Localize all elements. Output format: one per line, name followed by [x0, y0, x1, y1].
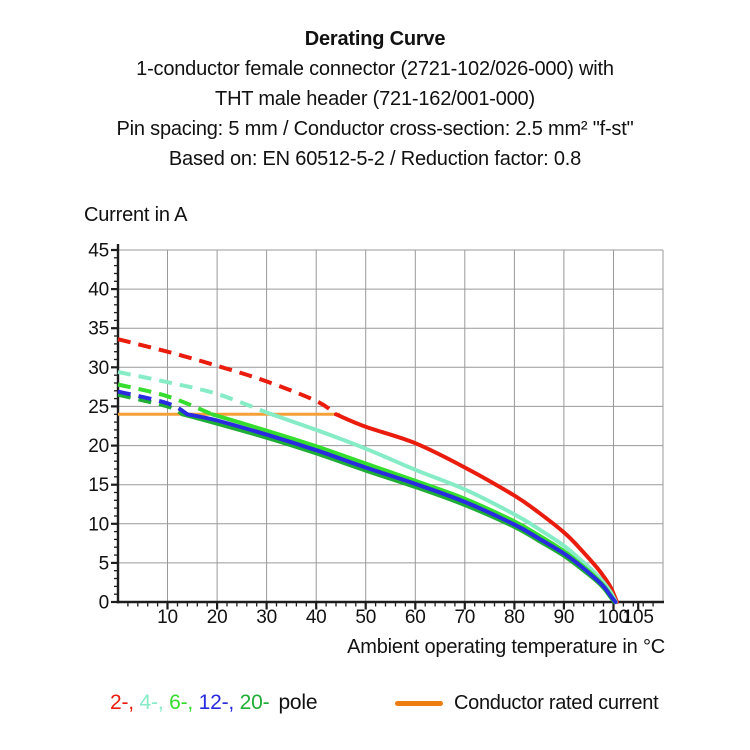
subtitle-specs: Pin spacing: 5 mm / Conductor cross-sect… [116, 118, 634, 140]
x-tick-label: 10 [157, 607, 178, 628]
y-axis-title: Current in A [84, 204, 188, 226]
title-block: Derating Curve 1-conductor female connec… [3, 24, 747, 174]
series-12-pole-dashed [117, 389, 189, 417]
subtitle-connector: 1-conductor female connector (2721-102/0… [136, 58, 614, 80]
y-tick-label: 45 [88, 241, 109, 262]
x-tick-label: 105 [623, 607, 654, 628]
series-20-pole-dashed [117, 392, 184, 417]
subtitle-header: THT male header (721-162/001-000) [215, 88, 535, 110]
legend-rated: Conductor rated current [395, 691, 659, 716]
series-6-pole-dashed [117, 382, 213, 417]
legend-pole-item: 20- [239, 691, 270, 714]
y-tick-label: 15 [88, 475, 109, 496]
series-20-pole-solid [180, 412, 617, 604]
y-tick-label: 5 [99, 553, 109, 574]
x-tick-label: 70 [454, 607, 475, 628]
x-tick-label: 90 [554, 607, 575, 628]
series-2-pole-dashed [117, 337, 338, 416]
x-tick-label: 20 [207, 607, 228, 628]
chart-title: Derating Curve [304, 28, 446, 50]
y-tick-label: 25 [88, 397, 109, 418]
x-tick-label: 60 [405, 607, 426, 628]
x-axis-title: Ambient operating temperature in °C [347, 636, 665, 658]
series-12-pole-solid [185, 412, 618, 604]
y-tick-label: 35 [88, 319, 109, 340]
y-tick-label: 10 [88, 514, 109, 535]
legend-pole-suffix: pole [278, 691, 318, 714]
legend-pole-item: 2-, [110, 691, 140, 714]
legend-pole-item: 12-, [198, 691, 240, 714]
series-4-pole-solid [269, 412, 618, 604]
y-tick-label: 0 [99, 593, 109, 614]
legend-pole-item: 4-, [139, 691, 170, 714]
x-tick-label: 80 [504, 607, 525, 628]
rated-current-label: Conductor rated current [454, 692, 659, 714]
x-tick-label: 50 [355, 607, 376, 628]
series-4-pole-dashed [117, 370, 273, 417]
x-tick-label: 30 [256, 607, 277, 628]
rated-current-swatch [395, 701, 443, 706]
x-tick-label: 40 [306, 607, 327, 628]
y-tick-label: 40 [88, 280, 109, 301]
x-tick-label: 100 [598, 607, 629, 628]
y-tick-label: 30 [88, 358, 109, 379]
subtitle-standard: Based on: EN 60512-5-2 / Reduction facto… [168, 148, 582, 170]
y-tick-label: 20 [88, 436, 109, 457]
legend-poles: 2-, 4-, 6-, 12-, 20- pole [110, 691, 318, 715]
series-2-pole-solid [334, 412, 619, 604]
legend-pole-item: 6-, [169, 691, 199, 714]
